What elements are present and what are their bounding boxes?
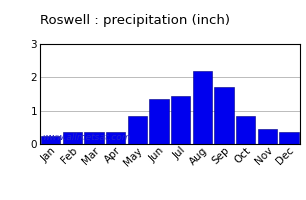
Bar [171, 96, 190, 144]
Bar [149, 99, 169, 144]
Bar [279, 132, 299, 144]
Bar [258, 129, 277, 144]
Text: Roswell : precipitation (inch): Roswell : precipitation (inch) [40, 14, 230, 27]
Bar [236, 116, 256, 144]
Bar [128, 116, 147, 144]
Bar [106, 132, 125, 144]
Bar [214, 87, 234, 144]
Bar [84, 132, 104, 144]
Bar [192, 71, 212, 144]
Text: www.allmetsat.com: www.allmetsat.com [42, 133, 131, 142]
Bar [41, 136, 60, 144]
Bar [62, 132, 82, 144]
